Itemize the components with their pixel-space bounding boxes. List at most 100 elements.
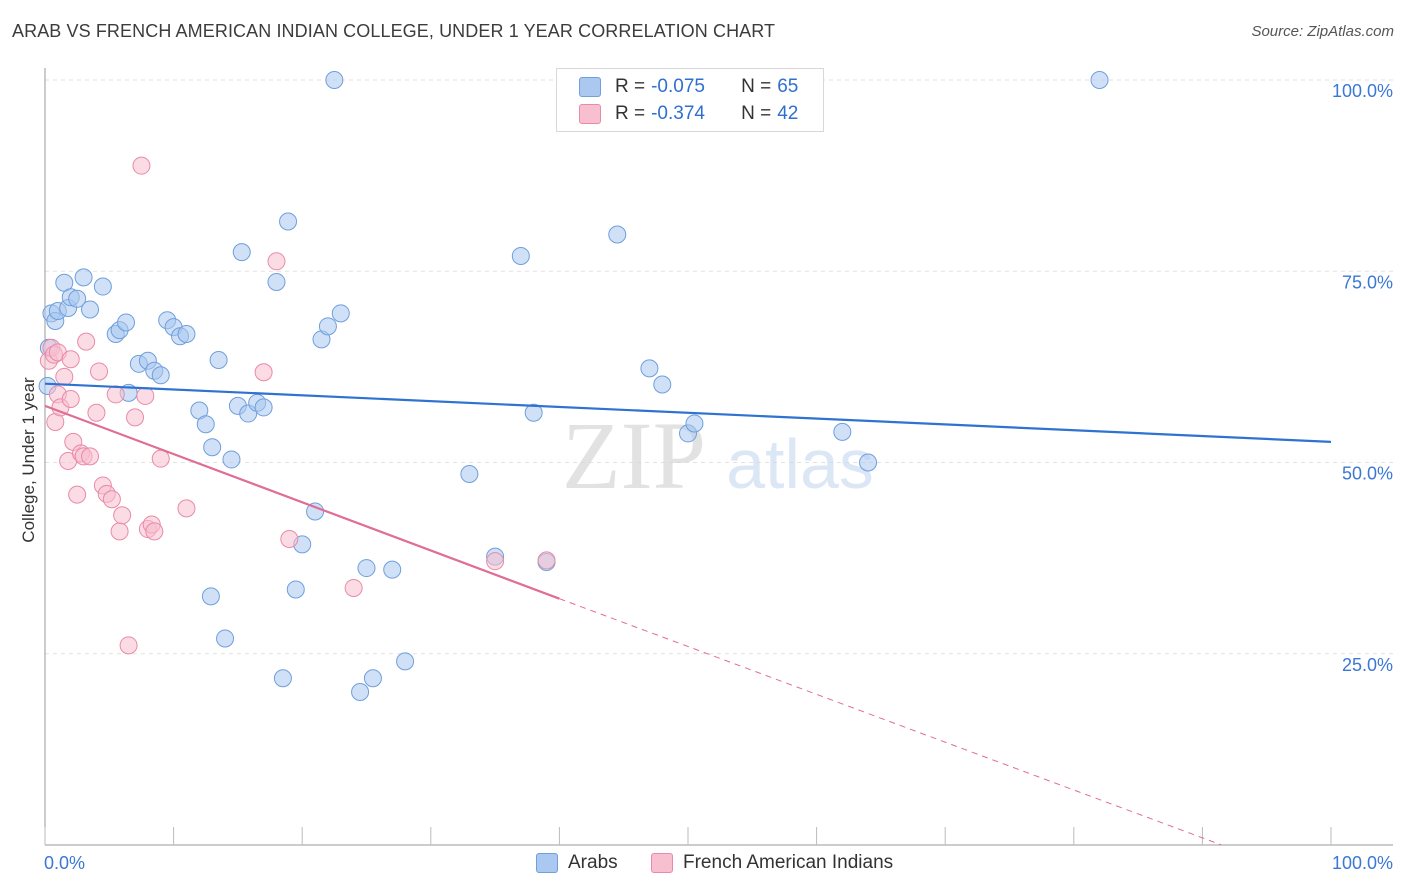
y-tick-label: 25.0% bbox=[1342, 655, 1393, 675]
r-value: -0.075 bbox=[651, 76, 705, 97]
arabs-point bbox=[81, 300, 100, 319]
arabs-point bbox=[216, 629, 235, 648]
fai-point bbox=[132, 156, 151, 175]
data-points bbox=[38, 71, 1109, 701]
arabs-point bbox=[524, 403, 543, 422]
arabs-point bbox=[363, 669, 382, 688]
arabs-point bbox=[306, 502, 325, 521]
arabs-point bbox=[68, 289, 87, 308]
x-tick-label: 0.0% bbox=[44, 853, 85, 873]
arabs-point bbox=[286, 580, 305, 599]
arabs-trend-line bbox=[44, 382, 1332, 443]
arabs-point bbox=[203, 438, 222, 457]
legend-item-arabs[interactable]: Arabs bbox=[536, 852, 618, 874]
fai-point bbox=[177, 499, 196, 518]
fai-trend-line bbox=[44, 404, 560, 600]
arabs-point bbox=[351, 683, 370, 701]
arabs-point bbox=[653, 375, 672, 394]
arabs-swatch bbox=[579, 77, 601, 97]
arabs-point bbox=[93, 277, 112, 296]
fai-point bbox=[537, 551, 556, 570]
arabs-point bbox=[117, 313, 136, 332]
arabs-point bbox=[232, 243, 251, 262]
arabs-point bbox=[325, 71, 344, 89]
y-tick-label: 50.0% bbox=[1342, 464, 1393, 484]
arabs-point bbox=[201, 587, 220, 606]
chart-source: Source: ZipAtlas.com bbox=[1251, 23, 1394, 40]
arabs-point bbox=[209, 350, 228, 369]
arabs-point bbox=[74, 268, 93, 287]
arabs-point bbox=[331, 304, 350, 323]
y-tick-label: 75.0% bbox=[1342, 272, 1393, 292]
fai-point bbox=[254, 363, 273, 382]
fai-point bbox=[55, 367, 74, 386]
fai-point bbox=[119, 636, 138, 655]
arabs-point bbox=[833, 422, 852, 441]
fai-point bbox=[344, 578, 363, 597]
arabs-point bbox=[608, 225, 627, 244]
arabs-point bbox=[640, 359, 659, 378]
series-legend: Arabs French American Indians bbox=[0, 852, 1406, 878]
y-axis-label: College, Under 1 year bbox=[19, 377, 38, 543]
fai-point bbox=[68, 485, 87, 504]
r-label: R = bbox=[615, 103, 646, 124]
fai-point bbox=[113, 506, 132, 525]
legend-row-fai: R = -0.374 N = 42 bbox=[579, 101, 798, 127]
watermark: ZIP atlas bbox=[562, 402, 874, 509]
n-value: 42 bbox=[777, 103, 799, 124]
legend-row-arabs: R = -0.075 N = 65 bbox=[579, 74, 798, 100]
fai-point bbox=[90, 362, 109, 381]
fai-point bbox=[77, 332, 96, 351]
chart-title: ARAB VS FRENCH AMERICAN INDIAN COLLEGE, … bbox=[12, 21, 776, 41]
n-value: 65 bbox=[777, 76, 799, 97]
fai-point bbox=[87, 403, 106, 422]
arabs-point bbox=[460, 464, 479, 483]
fai-point bbox=[126, 408, 145, 427]
r-label: R = bbox=[615, 76, 646, 97]
arabs-point bbox=[151, 366, 170, 385]
fai-point bbox=[102, 490, 121, 509]
arabs-point bbox=[279, 212, 298, 231]
arabs-point bbox=[177, 324, 196, 343]
legend-item-fai[interactable]: French American Indians bbox=[651, 852, 893, 874]
fai-point bbox=[81, 447, 100, 466]
axes bbox=[44, 68, 1393, 846]
fai-point bbox=[151, 449, 170, 468]
fai-point bbox=[486, 552, 505, 571]
arabs-point bbox=[511, 246, 530, 265]
arabs-point bbox=[318, 317, 337, 336]
fai-trend-line-extension bbox=[559, 598, 1222, 846]
arabs-point bbox=[222, 450, 241, 469]
legend-label-arabs: Arabs bbox=[568, 852, 618, 873]
arabs-point bbox=[196, 415, 215, 434]
fai-point bbox=[267, 252, 286, 271]
arabs-point bbox=[859, 453, 878, 472]
fai-point bbox=[136, 386, 155, 405]
arabs-swatch bbox=[536, 853, 558, 873]
fai-point bbox=[280, 530, 299, 548]
arabs-point bbox=[254, 398, 273, 417]
legend-label-fai: French American Indians bbox=[683, 852, 894, 873]
watermark-atlas: atlas bbox=[726, 425, 874, 503]
arabs-point bbox=[1090, 71, 1109, 89]
arabs-point bbox=[685, 414, 704, 433]
fai-swatch bbox=[651, 853, 673, 873]
arabs-point bbox=[273, 669, 292, 688]
watermark-zip: ZIP bbox=[562, 402, 706, 509]
stats-legend: R = -0.075 N = 65 R = -0.374 N = 42 bbox=[556, 68, 824, 132]
fai-point bbox=[61, 350, 80, 369]
fai-point bbox=[61, 390, 80, 409]
fai-swatch bbox=[579, 104, 601, 124]
arabs-point bbox=[396, 652, 415, 671]
arabs-point bbox=[383, 560, 402, 579]
tick-labels: 25.0% 50.0% 75.0% 100.0% 0.0% 100.0% bbox=[44, 81, 1393, 873]
x-tick-label: 100.0% bbox=[1332, 853, 1393, 873]
arabs-point bbox=[267, 272, 286, 291]
r-value: -0.374 bbox=[651, 103, 705, 124]
y-tick-label: 100.0% bbox=[1332, 81, 1393, 101]
fai-point bbox=[106, 385, 125, 404]
grid-lines bbox=[45, 79, 1393, 655]
fai-point bbox=[110, 522, 129, 541]
fai-point bbox=[145, 522, 164, 541]
